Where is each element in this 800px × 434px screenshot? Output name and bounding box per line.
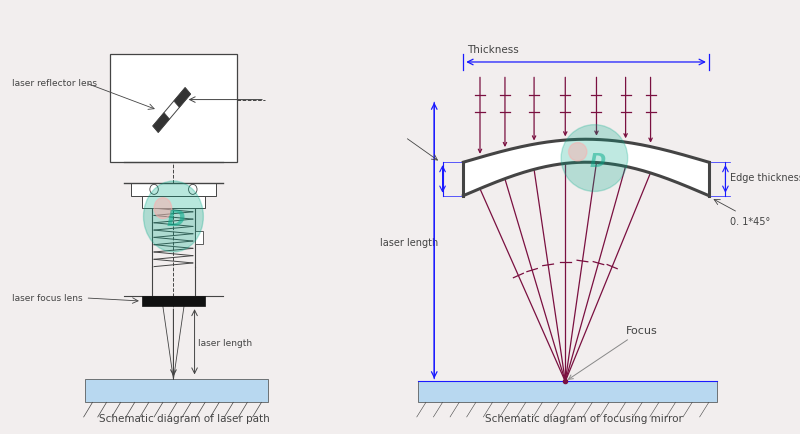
Text: D: D xyxy=(167,209,186,229)
Text: 0. 1*45°: 0. 1*45° xyxy=(730,216,770,226)
Text: laser reflector lens: laser reflector lens xyxy=(11,79,97,88)
Polygon shape xyxy=(153,89,190,133)
Text: Schematic diagram of laser path: Schematic diagram of laser path xyxy=(98,413,270,423)
Polygon shape xyxy=(153,113,170,133)
Text: Edge thickness: Edge thickness xyxy=(730,172,800,182)
Bar xyxy=(194,232,203,244)
Text: laser length: laser length xyxy=(380,237,438,247)
Text: Thickness: Thickness xyxy=(467,44,519,54)
Circle shape xyxy=(561,125,628,192)
Bar xyxy=(131,184,216,196)
Bar xyxy=(142,296,205,306)
Text: laser length: laser length xyxy=(198,339,252,348)
Circle shape xyxy=(154,198,172,219)
Text: D: D xyxy=(590,151,606,170)
Text: Focus: Focus xyxy=(569,326,658,379)
Bar xyxy=(110,55,237,163)
Polygon shape xyxy=(174,89,190,108)
Polygon shape xyxy=(463,140,709,196)
Bar xyxy=(142,196,205,209)
Bar xyxy=(86,379,269,402)
Bar xyxy=(418,381,717,402)
Circle shape xyxy=(150,185,158,195)
Text: laser focus lens: laser focus lens xyxy=(11,294,82,303)
Circle shape xyxy=(569,143,587,161)
Circle shape xyxy=(189,185,197,195)
Text: Schematic diagram of focusing mirror: Schematic diagram of focusing mirror xyxy=(485,413,683,423)
Circle shape xyxy=(143,181,203,253)
